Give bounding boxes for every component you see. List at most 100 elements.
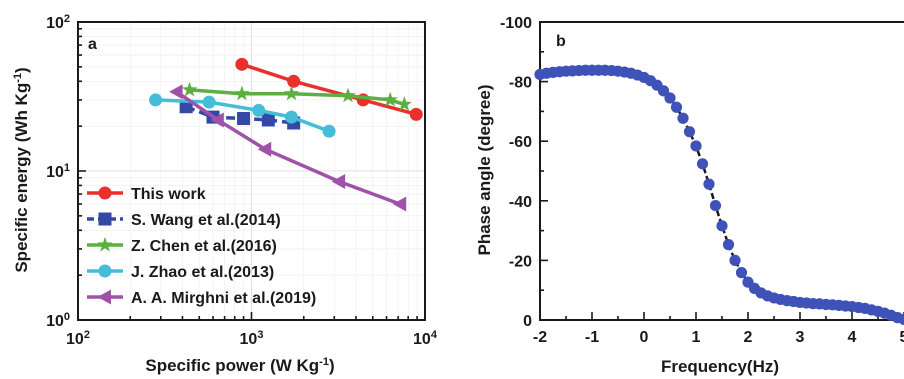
panel-a-series-2 (181, 81, 412, 111)
panel-b-data-point (729, 254, 741, 266)
panel-a-data-point (179, 100, 193, 114)
panel-b-data-point (657, 85, 670, 97)
panel-a-legend-marker (98, 264, 112, 278)
panel-b-fit-line (539, 69, 904, 321)
panel-a-legend-item: S. Wang et al.(2014) (87, 212, 281, 229)
panel-b-x-tick-label: 2 (744, 329, 753, 346)
panel-b-y-tick-label: -40 (509, 194, 532, 211)
panel-b-x-tick-label: 5 (900, 329, 904, 346)
panel-b-y-tick-label: -100 (500, 15, 532, 32)
panel-a-legend-marker (98, 186, 112, 200)
panel-a-legend-marker (97, 236, 113, 252)
panel-b-x-tick-label: 0 (640, 329, 649, 346)
panel-a-data-point (181, 81, 198, 97)
panel-b-data-point (677, 112, 689, 124)
panel-b-data-point (690, 140, 702, 152)
panel-a-data-point (392, 196, 407, 212)
panel-b-y-axis-label: Phase angle (degree) (475, 84, 494, 255)
panel-a-series (149, 57, 423, 212)
panel-a-data-point (252, 103, 266, 117)
panel-b-y-tick-label: -20 (509, 253, 532, 270)
panel-a-data-point (382, 91, 398, 107)
panel-a-data-point (284, 110, 298, 124)
panel-a-x-tick-label: 104 (413, 329, 438, 348)
panel-b-x-axis-label: Frequency(Hz) (661, 357, 779, 376)
panel-b-data-point (716, 220, 728, 232)
panel-a-x-axis-label: Specific power (W Kg-1) (145, 356, 334, 375)
panel-b-data-point (703, 178, 715, 190)
panel-a-data-point (235, 57, 249, 71)
panel-b-data-point (664, 92, 676, 104)
panel-a-x-axis-label-sup: -1 (319, 356, 329, 368)
panel-a-data-point (396, 96, 412, 111)
panel-a-x-tick-base: 10 (413, 331, 431, 348)
panel-a-data-point (149, 93, 163, 107)
panel-a-x-axis-label-main: Specific power (W Kg (145, 356, 319, 375)
panel-b-data-point (735, 267, 748, 279)
panel-a-label: a (88, 36, 97, 53)
panel-a-data-point (169, 84, 183, 100)
panel-a-x-tick-exp: 4 (431, 329, 438, 341)
panel-a-x-tick-base: 10 (240, 331, 258, 348)
panel-a-legend-item: J. Zhao et al.(2013) (87, 264, 274, 281)
panel-a-x-axis-label-end: ) (329, 356, 335, 375)
panel-a-series-3 (149, 93, 336, 138)
panel-a-y-tick-exp: 2 (64, 13, 70, 25)
panel-a-x-tick-label: 102 (66, 329, 90, 348)
panel-b-y-tick-label: -80 (509, 75, 532, 92)
panel-a-y-axis-label: Specific energy (Wh Kg-1) (12, 67, 31, 272)
panel-b-ticks: -2 -1 0 1 2 3 4 5 -100 -80 -60 -40 -20 0 (500, 15, 904, 346)
panel-b-data-point (670, 101, 683, 113)
panel-b-x-tick-label: -2 (533, 329, 547, 346)
panel-a-y-axis-label-sup: -1 (12, 73, 24, 83)
panel-a-legend-label: S. Wang et al.(2014) (131, 212, 281, 229)
panel-a-legend-item: This work (87, 186, 206, 203)
panel-a-y-tick-label: 100 (46, 311, 70, 330)
panel-a-legend-label: This work (131, 186, 206, 203)
panel-b-data-point (696, 158, 709, 170)
panel-a-y-axis-label-end: ) (12, 67, 31, 73)
panel-a-legend-label: J. Zhao et al.(2013) (131, 264, 274, 281)
panel-a-y-axis-label-main: Specific energy (Wh Kg (12, 83, 31, 273)
panel-a-series-4 (169, 84, 407, 212)
panel-b-data-point (722, 239, 735, 251)
panel-a-data-point (210, 112, 224, 128)
panel-a-x-tick-label: 103 (240, 329, 264, 348)
panel-a-y-tick-label: 101 (46, 162, 70, 181)
panel-a-data-point (340, 87, 356, 103)
panel-a-y-tick-base: 10 (46, 164, 64, 181)
panel-b-x-tick-label: -1 (585, 329, 599, 346)
panel-b-data-point (709, 199, 722, 212)
panel-b-y-tick-label: -60 (509, 134, 532, 151)
panel-a-data-point (234, 85, 250, 101)
panel-b-data-point (683, 126, 696, 138)
panel-a-data-point (322, 124, 336, 138)
panel-a-data-point (257, 141, 272, 157)
panel-a-x-tick-exp: 2 (84, 329, 90, 341)
panel-b-x-tick-label: 4 (848, 329, 857, 346)
panel-a-data-point (331, 174, 346, 189)
panel-a-legend-item: A. A. Mirghni et al.(2019) (87, 289, 316, 307)
panel-b-x-tick-label: 1 (692, 329, 701, 346)
panel-a-legend: This work S. Wang et al.(2014) Z. Chen et … (87, 186, 316, 307)
panel-a-grid (78, 22, 425, 320)
panel-a-series-line (241, 62, 417, 116)
panel-a-legend-marker (98, 212, 112, 226)
panel-a-data-point (283, 85, 300, 101)
panel-a-data-point (202, 95, 216, 109)
panel-a-x-tick-base: 10 (66, 331, 84, 348)
panel-a-x-tick-exp: 3 (257, 329, 263, 341)
panel-b-y-tick-label: 0 (523, 313, 532, 330)
panel-a-data-point (237, 112, 251, 126)
panel-a-legend-label: Z. Chen et al.(2016) (131, 238, 277, 255)
panel-a-y-tick-base: 10 (46, 15, 64, 32)
panel-a-data-point (287, 74, 301, 88)
panel-a-y-tick-exp: 0 (64, 311, 70, 323)
panel-b-x-tick-label: 3 (796, 329, 805, 346)
panel-b-label: b (556, 33, 566, 50)
panel-a-legend-marker (97, 289, 111, 305)
panel-b-series (534, 64, 904, 326)
panel-a-data-point (409, 107, 423, 121)
